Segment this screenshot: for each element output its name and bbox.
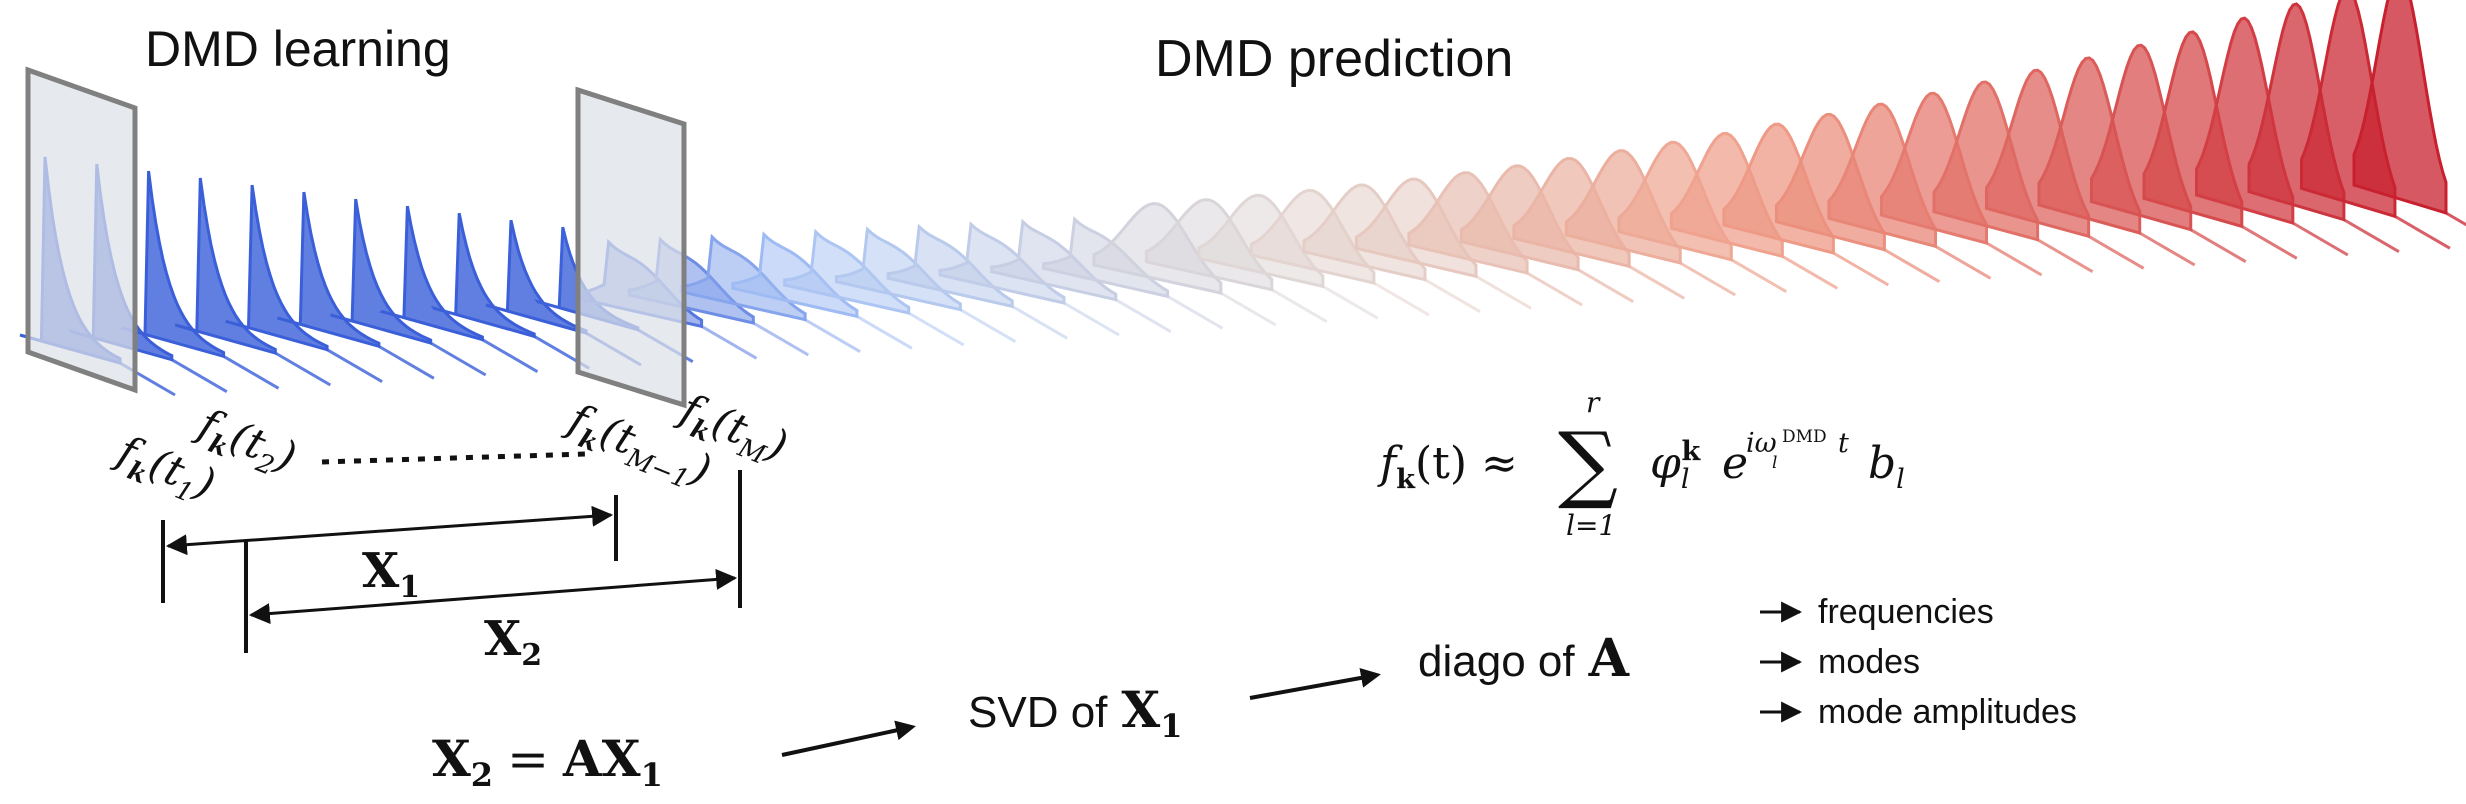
snapshot-peak-tail xyxy=(1011,305,1068,340)
snapshot-peak xyxy=(330,198,433,345)
snapshot-peak-tail xyxy=(1934,245,1992,280)
snapshot-peak-tail xyxy=(1424,278,1481,313)
snapshot-peak-tail xyxy=(1063,301,1120,337)
snapshot-peak xyxy=(430,212,536,339)
snapshot-ellipsis-dots xyxy=(321,451,587,465)
svg-text:fk(tM): fk(tM) xyxy=(669,383,795,477)
svg-text:frequencies: frequencies xyxy=(1818,593,1994,631)
svg-text:mode amplitudes: mode amplitudes xyxy=(1818,693,2077,731)
snapshot-frame-first xyxy=(25,66,138,394)
x2-span-arrow xyxy=(248,568,738,625)
diago-step: diago of A xyxy=(1418,628,1630,689)
snapshot-peak-tail xyxy=(1730,258,1788,293)
snapshot-peak-tail xyxy=(2394,215,2451,250)
x2-label: X2 xyxy=(484,611,542,673)
snapshot-peak-tail xyxy=(2087,235,2145,270)
learning-title: DMD learning xyxy=(145,21,451,77)
snapshot-peak xyxy=(886,223,1014,309)
snapshot-peak-tail xyxy=(1883,248,1941,283)
snapshot-frame-last xyxy=(575,86,687,409)
snapshot-peak-tail xyxy=(1679,261,1736,297)
snapshot-peak xyxy=(379,205,484,342)
snapshot-ticks xyxy=(161,470,742,653)
snapshot-peak-tail xyxy=(1475,275,1532,310)
snapshot-peak-tail xyxy=(1322,285,1379,320)
snapshot-peak-tail xyxy=(1271,288,1328,323)
snapshot-peak xyxy=(120,170,226,359)
svg-text:t: t xyxy=(1838,428,1849,459)
snapshot-peak xyxy=(938,221,1066,305)
snapshot-peak-tail xyxy=(907,311,965,347)
snapshot-peaks xyxy=(19,0,2466,397)
snapshot-peak xyxy=(174,177,277,355)
snapshot-peak-tail xyxy=(804,318,861,353)
snapshot-label-tm: fk(tM) xyxy=(669,383,795,477)
snapshot-peak-tail xyxy=(1577,268,1634,303)
arrow-to-svd xyxy=(781,720,916,757)
svg-text:φlk: φlk xyxy=(1650,436,1701,495)
svg-text:l: l xyxy=(1772,453,1777,473)
svg-text:modes: modes xyxy=(1818,643,1920,681)
snapshot-peak-tail xyxy=(1115,298,1172,333)
snapshot-peak-tail xyxy=(222,355,280,390)
snapshot-peak-tail xyxy=(2445,211,2466,227)
snapshot-peak-tail xyxy=(274,351,332,387)
snapshot-peak-tail xyxy=(378,345,435,380)
svg-text:iω: iω xyxy=(1746,428,1777,459)
svg-text:DMD: DMD xyxy=(1782,427,1827,447)
snapshot-peak-tail xyxy=(326,348,383,383)
snapshot-peak-tail xyxy=(1781,255,1839,290)
svg-text:∑: ∑ xyxy=(1558,414,1618,512)
output-item-mode-amplitudes: mode amplitudes xyxy=(1760,693,2077,731)
snapshot-peak xyxy=(834,226,962,312)
snapshot-peak xyxy=(225,184,329,352)
snapshot-peak-tail xyxy=(481,338,539,373)
snapshot-peak-tail xyxy=(959,308,1017,343)
snapshot-peak-tail xyxy=(2036,238,2094,273)
snapshot-peak-tail xyxy=(1832,251,1890,287)
snapshot-peak-tail xyxy=(2343,218,2400,253)
svg-text:r: r xyxy=(1586,386,1601,419)
snapshot-peak-tail xyxy=(2292,221,2349,257)
svg-text:e: e xyxy=(1722,438,1748,489)
outputs-list: frequencies modes mode amplitudes xyxy=(1760,593,2077,731)
snapshot-peak-tail xyxy=(2138,231,2196,267)
snapshot-peak-tail xyxy=(2241,225,2298,260)
snapshot-peak xyxy=(783,228,911,315)
snapshot-peak xyxy=(731,231,859,319)
svd-step: SVD of X1 xyxy=(968,680,1182,745)
svg-text:fk(t) ≈: fk(t) ≈ xyxy=(1377,438,1518,495)
snapshot-peak-tail xyxy=(1373,281,1430,317)
snapshot-peak-tail xyxy=(1985,241,2043,277)
svg-text:l=1: l=1 xyxy=(1566,509,1616,542)
snapshot-peak xyxy=(2352,0,2448,216)
snapshot-peak-tail xyxy=(1628,265,1685,300)
svg-text:bl: bl xyxy=(1868,438,1905,495)
dmd-reconstruction-formula: fk(t) ≈ ∑ r l=1 φlk e iω l DMD t bl xyxy=(1377,386,1905,542)
snapshot-peak-tail xyxy=(429,341,487,377)
snapshot-peak-tail xyxy=(1220,291,1277,327)
snapshot-peak-tail xyxy=(2189,228,2247,263)
snapshot-peak-tail xyxy=(1526,271,1583,307)
x1-label: X1 xyxy=(362,543,420,605)
output-item-frequencies: frequencies xyxy=(1760,593,1994,631)
x1-span-arrow xyxy=(165,505,614,556)
prediction-title: DMD prediction xyxy=(1155,30,1513,88)
snapshot-peak-tail xyxy=(1166,295,1224,330)
snapshot-peak xyxy=(485,219,588,335)
snapshot-peak-tail xyxy=(171,358,228,393)
snapshot-peak-tail xyxy=(700,325,758,360)
linear-model-equation: X2 = AX1 xyxy=(432,729,663,794)
snapshot-peak xyxy=(276,191,381,349)
snapshot-peak-tail xyxy=(856,315,913,350)
output-item-modes: modes xyxy=(1760,643,1920,681)
snapshot-peak-tail xyxy=(752,321,810,357)
arrow-to-diago xyxy=(1249,668,1381,700)
